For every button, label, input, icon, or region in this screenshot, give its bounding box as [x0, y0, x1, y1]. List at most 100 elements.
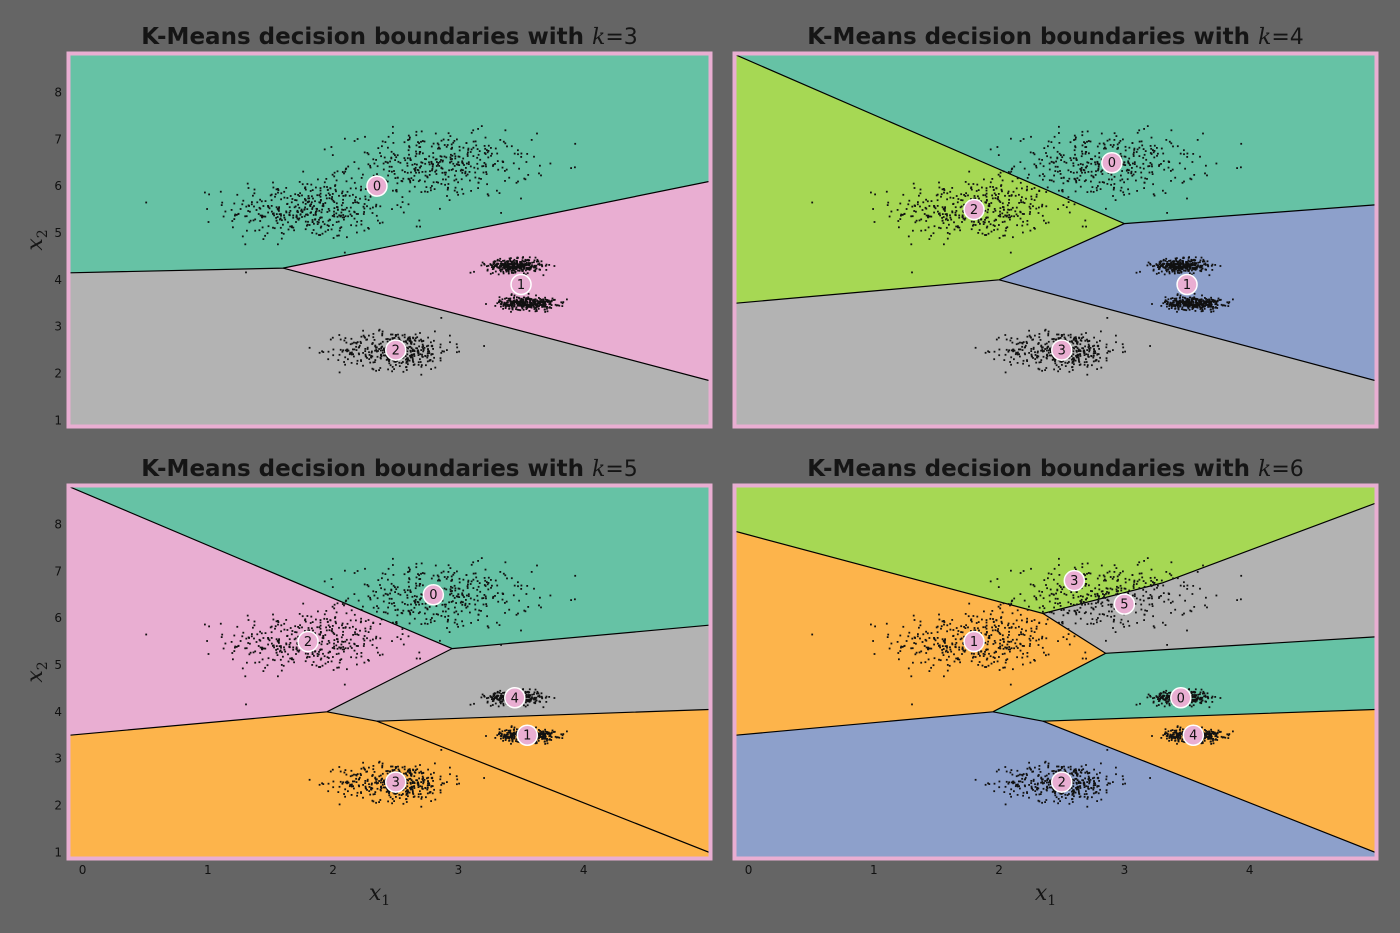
data-point — [339, 338, 342, 341]
data-point — [517, 265, 520, 267]
data-point — [323, 580, 326, 583]
data-point — [319, 192, 322, 195]
data-point — [348, 642, 351, 645]
data-point — [362, 329, 364, 332]
data-point — [981, 186, 983, 189]
data-point — [319, 234, 322, 236]
data-point — [990, 230, 993, 233]
data-point — [508, 176, 511, 179]
data-point — [375, 214, 378, 217]
data-point — [311, 232, 314, 234]
data-point — [1158, 165, 1160, 167]
data-point — [473, 270, 475, 273]
data-point — [429, 618, 432, 621]
data-point — [910, 243, 913, 246]
data-point — [363, 639, 366, 642]
data-point — [418, 151, 421, 153]
data-point — [354, 199, 356, 202]
data-point — [1156, 154, 1158, 157]
data-point — [1200, 266, 1203, 269]
data-point — [999, 175, 1002, 178]
data-point — [382, 162, 385, 165]
data-point — [574, 574, 577, 577]
data-point — [502, 307, 504, 310]
data-point — [301, 194, 303, 197]
data-point — [1052, 161, 1055, 164]
data-point — [1193, 292, 1196, 295]
data-point — [1132, 173, 1135, 176]
data-point — [430, 189, 432, 192]
data-point — [1199, 300, 1202, 302]
data-point — [421, 140, 424, 142]
data-point — [382, 600, 385, 603]
data-point — [574, 598, 576, 601]
data-point — [477, 181, 480, 184]
data-point — [363, 661, 366, 664]
data-point — [1162, 189, 1164, 192]
data-point — [466, 605, 469, 608]
data-point — [961, 214, 964, 217]
data-point — [1019, 161, 1022, 163]
data-point — [528, 256, 531, 259]
data-point — [317, 610, 319, 613]
data-point — [1165, 268, 1168, 271]
data-point — [1208, 305, 1211, 308]
data-point — [362, 205, 365, 208]
data-point — [249, 651, 252, 654]
data-point — [470, 622, 472, 624]
data-point — [445, 145, 448, 148]
data-point — [1151, 173, 1154, 175]
data-point — [1044, 369, 1046, 371]
data-point — [1022, 359, 1025, 362]
data-point — [331, 605, 334, 608]
data-point — [414, 587, 417, 590]
data-point — [336, 666, 339, 669]
data-point — [320, 199, 322, 201]
data-point — [1174, 268, 1177, 271]
data-point — [384, 354, 387, 357]
data-point — [412, 785, 415, 788]
data-point — [902, 193, 905, 196]
data-point — [467, 579, 470, 582]
data-point — [257, 213, 260, 215]
data-point — [277, 620, 279, 622]
data-point — [310, 203, 312, 206]
data-point — [380, 618, 383, 621]
data-point — [562, 301, 565, 303]
data-point — [561, 305, 564, 307]
data-point — [343, 771, 346, 774]
data-point — [492, 261, 495, 263]
data-point — [1059, 368, 1061, 370]
data-point — [273, 659, 276, 662]
data-point — [1084, 151, 1087, 153]
data-point — [1201, 308, 1204, 311]
data-point — [1136, 148, 1139, 151]
data-point — [380, 155, 382, 158]
data-point — [1042, 173, 1044, 175]
data-point — [320, 657, 323, 660]
data-point — [318, 218, 320, 221]
data-point — [487, 264, 490, 267]
data-point — [474, 171, 477, 174]
data-point — [433, 620, 436, 622]
data-point — [344, 215, 347, 218]
data-point — [374, 781, 376, 784]
data-point — [460, 178, 463, 181]
data-point — [383, 588, 386, 591]
data-point — [424, 174, 427, 177]
data-point — [360, 342, 362, 344]
data-point — [1029, 151, 1032, 154]
data-point — [494, 265, 497, 267]
data-point — [279, 649, 282, 652]
data-point — [1189, 177, 1192, 180]
data-point — [1139, 166, 1142, 169]
data-point — [1194, 310, 1197, 312]
data-point — [246, 614, 249, 617]
data-point — [1199, 266, 1202, 268]
data-point — [1036, 351, 1039, 354]
data-point — [324, 634, 327, 636]
data-point — [283, 648, 286, 651]
data-point — [1165, 264, 1168, 267]
data-point — [983, 178, 985, 181]
data-point — [422, 584, 424, 587]
